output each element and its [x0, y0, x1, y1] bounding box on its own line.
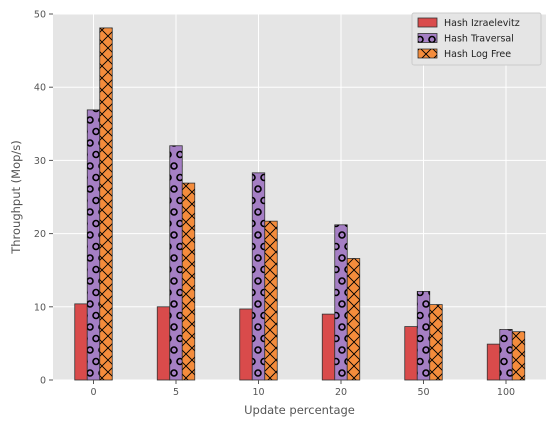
y-tick-label: 0 — [40, 376, 46, 387]
bars — [74, 27, 526, 381]
bar-hatch — [429, 304, 443, 380]
bar-hash-izraelevitz — [156, 306, 171, 381]
legend-swatch — [417, 17, 438, 28]
y-tick-label: 20 — [34, 229, 46, 240]
bar-hatch — [87, 109, 100, 380]
bar-hatch — [169, 145, 183, 380]
bar-hatch — [347, 258, 360, 380]
x-tick-label: 0 — [90, 387, 96, 398]
y-axis-ticks: 0 10 20 30 40 50 — [34, 10, 53, 387]
bar-hash-izraelevitz — [404, 326, 418, 381]
bar-hatch — [417, 291, 430, 380]
legend: Hash Izraelevitz Hash Traversal Hash Log F… — [411, 12, 542, 66]
y-tick-label: 40 — [34, 83, 46, 94]
legend-box — [411, 12, 542, 66]
y-tick-label: 10 — [34, 302, 46, 313]
x-tick-label: 10 — [252, 387, 264, 398]
x-tick-label: 50 — [417, 387, 429, 398]
legend-label: Hash Izraelevitz — [444, 18, 520, 29]
x-axis-ticks: 0 5 10 20 50 100 — [90, 380, 515, 398]
legend-label: Hash Log Free — [444, 49, 511, 60]
plot-area — [53, 14, 546, 380]
y-tick-label: 50 — [34, 10, 46, 21]
legend-swatch-hatch — [418, 33, 437, 43]
bar-hatch — [334, 224, 348, 380]
bar-hatch — [499, 329, 513, 380]
y-axis-label: Throughput (Mop/s) — [9, 140, 23, 255]
bar-hatch — [264, 221, 278, 380]
x-tick-label: 5 — [173, 387, 179, 398]
legend-swatch-hatch — [418, 49, 437, 58]
x-axis-label: Update percentage — [244, 403, 355, 417]
bar-hatch — [99, 27, 113, 381]
bar-hatch — [512, 331, 525, 380]
legend-label: Hash Traversal — [444, 34, 514, 45]
bar-hatch — [252, 172, 265, 380]
bar-hash-izraelevitz — [74, 303, 88, 381]
x-tick-label: 20 — [335, 387, 347, 398]
bar-hash-izraelevitz — [321, 313, 336, 381]
x-tick-label: 100 — [497, 387, 515, 398]
y-tick-label: 30 — [34, 156, 46, 167]
bar-hatch — [182, 183, 195, 380]
bar-hash-izraelevitz — [486, 343, 501, 381]
bar-hash-izraelevitz — [239, 308, 253, 381]
